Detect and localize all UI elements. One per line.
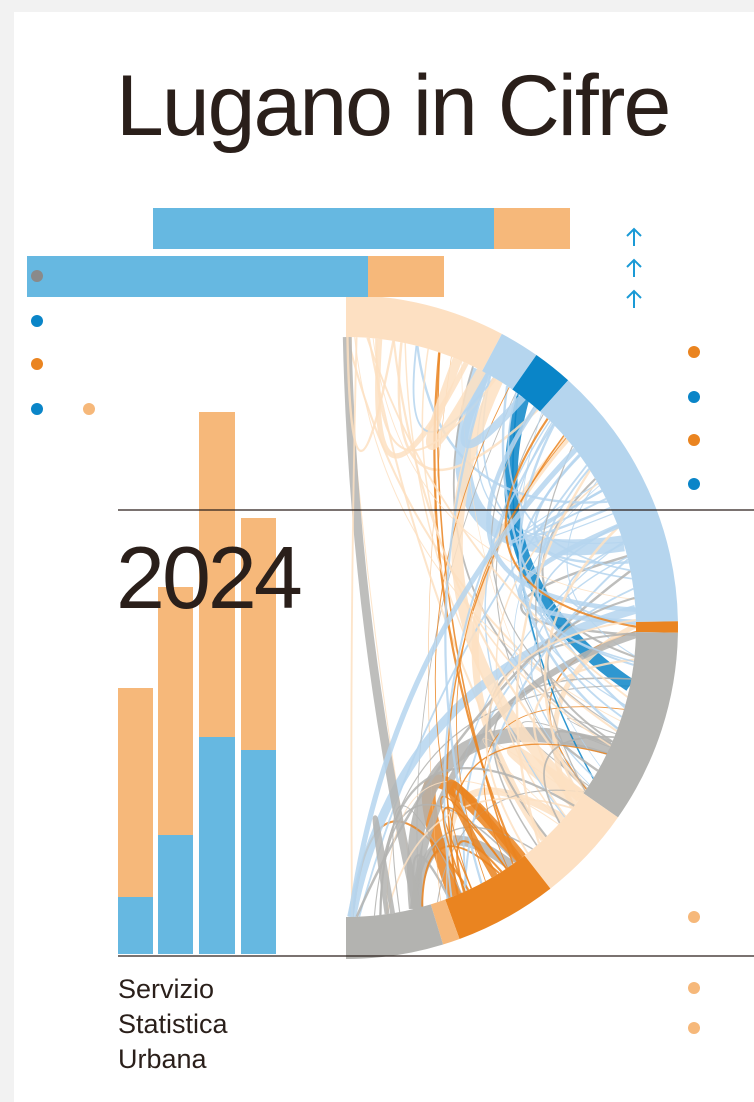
chord bbox=[501, 385, 626, 708]
chord bbox=[366, 337, 628, 698]
dot bbox=[31, 358, 43, 370]
dot bbox=[688, 1022, 700, 1034]
decor-bar bbox=[158, 835, 193, 954]
dot bbox=[688, 478, 700, 490]
dot bbox=[688, 911, 700, 923]
arrows bbox=[626, 227, 642, 308]
decor-bar bbox=[158, 587, 193, 835]
chord bbox=[346, 336, 395, 453]
chord bbox=[515, 469, 591, 844]
chord bbox=[566, 717, 616, 743]
dot bbox=[688, 434, 700, 446]
chord bbox=[543, 735, 615, 824]
chord bbox=[508, 490, 607, 545]
publisher-line: Urbana bbox=[118, 1044, 208, 1074]
decor-bar bbox=[118, 897, 153, 954]
chord-arc bbox=[635, 621, 678, 633]
chord-arc bbox=[482, 333, 537, 390]
dot bbox=[688, 982, 700, 994]
chord bbox=[367, 337, 545, 841]
chord bbox=[518, 424, 619, 730]
chord bbox=[421, 348, 611, 747]
publisher-line: Servizio bbox=[118, 974, 214, 1004]
chord bbox=[342, 336, 422, 910]
dot bbox=[31, 315, 43, 327]
chord-arc bbox=[583, 632, 678, 818]
chord bbox=[495, 482, 599, 823]
chord bbox=[504, 417, 637, 628]
chord-diagram bbox=[342, 295, 678, 959]
decor-bar bbox=[241, 518, 276, 750]
chord bbox=[446, 541, 624, 899]
chord bbox=[485, 619, 637, 854]
chord-arc bbox=[524, 793, 618, 889]
chord bbox=[440, 795, 507, 889]
decor-bar bbox=[118, 688, 153, 897]
chord bbox=[446, 779, 523, 878]
dot bbox=[83, 403, 95, 415]
chord bbox=[385, 797, 573, 915]
chord bbox=[456, 437, 567, 882]
chord bbox=[442, 806, 508, 892]
arrow bbox=[626, 289, 642, 308]
chord bbox=[425, 357, 486, 451]
chord bbox=[536, 468, 623, 718]
chord-arc bbox=[430, 899, 460, 945]
chord bbox=[517, 523, 637, 625]
chord bbox=[392, 805, 462, 913]
arrow bbox=[626, 227, 642, 246]
chord bbox=[347, 605, 637, 918]
chord bbox=[350, 337, 358, 917]
chord-arc bbox=[445, 855, 551, 939]
decor-bar bbox=[27, 256, 368, 297]
decor-bar bbox=[241, 750, 276, 954]
dot bbox=[688, 391, 700, 403]
dot bbox=[688, 346, 700, 358]
year: 2024 bbox=[116, 528, 301, 627]
dot bbox=[31, 270, 43, 282]
chord bbox=[372, 815, 396, 915]
dot bbox=[31, 403, 43, 415]
chord bbox=[416, 345, 608, 504]
chord bbox=[513, 485, 600, 785]
chord-arc bbox=[540, 380, 678, 622]
chord-arc bbox=[346, 904, 444, 959]
chord bbox=[379, 767, 575, 915]
chord bbox=[404, 343, 567, 817]
publisher-line: Statistica bbox=[118, 1009, 229, 1039]
decor-bar bbox=[199, 737, 235, 954]
chord bbox=[460, 371, 526, 449]
chord bbox=[434, 387, 510, 889]
chord bbox=[539, 524, 635, 663]
dots bbox=[31, 270, 700, 1034]
chord bbox=[486, 406, 636, 612]
arrow bbox=[626, 258, 642, 277]
chord bbox=[546, 596, 635, 743]
decor-bar bbox=[494, 208, 570, 249]
decor-bar bbox=[199, 412, 235, 737]
chord-arc bbox=[512, 355, 569, 412]
chord bbox=[409, 631, 637, 910]
decor-bar bbox=[368, 256, 444, 297]
chord bbox=[507, 391, 631, 572]
chord bbox=[348, 447, 578, 918]
title: Lugano in Cifre bbox=[116, 58, 669, 154]
decor-bar bbox=[153, 208, 494, 249]
chord-arc bbox=[346, 295, 502, 371]
chord bbox=[456, 840, 503, 893]
